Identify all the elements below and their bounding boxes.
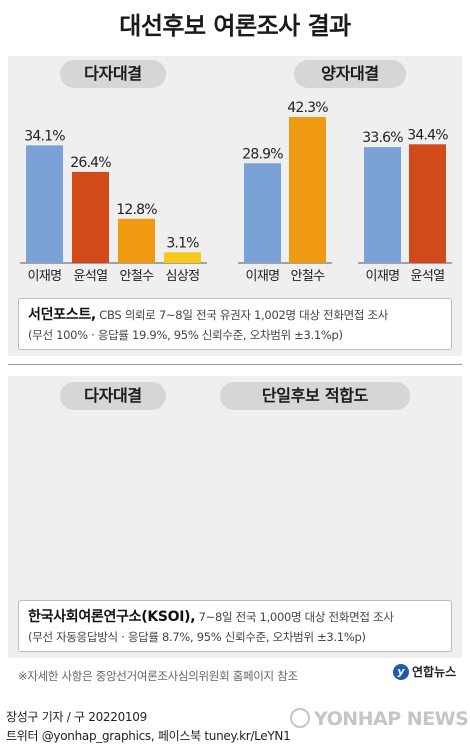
category-label-0-2: 안철수 [119,269,154,284]
source-desc-2: 7~8일 전국 1,000명 대상 전화면접 조사 [195,610,394,624]
bar-0-0 [26,145,63,263]
pill-multi-bottom: 다자대결 [60,382,166,410]
bar-2-0 [364,147,401,263]
value-label-0-0: 34.1% [24,128,65,144]
category-label-0-3: 심상정 [165,269,199,284]
main-title: 대선후보 여론조사 결과 [119,12,351,40]
chart-1: 28.9% 이재명 42.3% 안철수 [238,100,332,284]
bar-0-1 [72,171,109,263]
source-org-1: 서던포스트, [28,307,96,323]
bar-0-3 [164,252,201,263]
source-box-2: 한국사회여론연구소(KSOI), 7~8일 전국 1,000명 대상 전화면접 … [18,600,452,652]
bar-1-1 [289,117,326,263]
value-label-1-0: 28.9% [242,146,283,162]
yonhap-logo-icon: y [393,663,409,680]
source-detail-1: (무선 100% · 응답률 19.9%, 95% 신뢰수준, 오차범위 ±3.… [28,328,343,342]
value-label-2-0: 33.6% [362,130,403,146]
source-detail-2: (무선 자동응답방식 · 응답률 8.7%, 95% 신뢰수준, 오차범위 ±3… [28,630,366,644]
pill-two-way: 양자대결 [294,60,406,88]
pill-multi-top: 다자대결 [60,60,166,88]
watermark-text: YONHAP NEWS [314,708,469,730]
watermark-icon [290,708,310,728]
chart-0: 34.1% 이재명 26.4% 윤석열 12.8% 안철수 3.1% 심상정 [20,128,207,284]
yonhap-logo: y 연합뉴스 [393,663,456,680]
category-label-0-1: 윤석열 [73,269,107,284]
bar-1-0 [244,163,281,263]
category-label-2-0: 이재명 [365,269,399,284]
value-label-0-1: 26.4% [70,155,111,171]
bar-2-1 [409,144,446,263]
value-label-0-3: 3.1% [166,235,199,251]
source-desc-1: CBS 의뢰로 7~8일 전국 유권자 1,002명 대상 전화면접 조사 [95,308,389,322]
watermark: YONHAP NEWS [290,708,469,730]
chart-2: 33.6% 이재명 34.4% 윤석열 [358,127,452,284]
value-label-1-1: 42.3% [287,100,328,116]
credit-line-1: 장성구 기자 / 구 20220109 [6,710,147,724]
yonhap-logo-text: 연합뉴스 [412,665,457,679]
category-label-1-0: 이재명 [245,269,279,284]
pill-single-candidate: 단일후보 적합도 [220,382,410,410]
bar-0-2 [118,218,155,263]
category-label-0-0: 이재명 [27,269,61,284]
value-label-0-2: 12.8% [116,202,157,218]
source-org-2: 한국사회여론연구소(KSOI), [28,609,196,625]
value-label-2-1: 34.4% [407,127,448,143]
credit-line-2: 트위터 @yonhap_graphics, 페이스북 tuney.kr/LeYN… [6,729,291,743]
section-divider [8,364,462,365]
source-box-1: 서던포스트, CBS 의뢰로 7~8일 전국 유권자 1,002명 대상 전화면… [18,298,452,350]
footnote: ※자세한 사항은 중앙선거여론조사심의위원회 홈페이지 참조 [18,669,298,683]
category-label-2-1: 윤석열 [410,269,444,284]
category-label-1-1: 안철수 [290,269,325,284]
